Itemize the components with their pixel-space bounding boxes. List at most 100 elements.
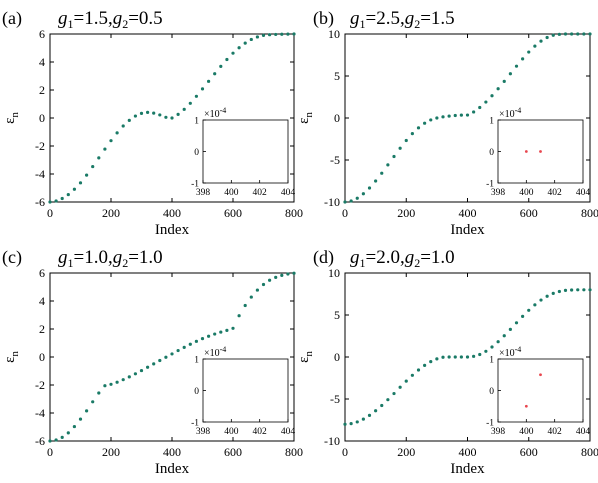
data-point xyxy=(545,294,549,298)
inset-x-tick-label: 402 xyxy=(548,427,563,437)
y-tick-label: 6 xyxy=(39,266,45,280)
y-tick-label: -6 xyxy=(35,434,45,448)
data-point xyxy=(255,288,259,292)
x-tick-label: 400 xyxy=(459,206,477,220)
x-tick-label: 0 xyxy=(342,206,348,220)
data-point xyxy=(380,403,384,408)
data-point xyxy=(176,112,180,116)
data-point xyxy=(97,391,101,395)
data-point xyxy=(231,326,235,330)
x-tick-label: 200 xyxy=(397,445,415,459)
data-point xyxy=(237,46,241,50)
x-tick-label: 0 xyxy=(342,445,348,459)
inset-y-tick-label: 1 xyxy=(489,117,494,127)
data-point xyxy=(207,334,211,338)
inset-y-tick-label: -1 xyxy=(486,180,494,190)
y-tick-label: 10 xyxy=(328,266,340,280)
data-point xyxy=(459,355,463,359)
data-point xyxy=(48,439,52,443)
data-point xyxy=(545,35,549,40)
y-tick-label: -6 xyxy=(35,195,45,209)
inset-y-tick-label: -1 xyxy=(191,419,199,429)
data-point xyxy=(465,355,470,359)
inset-exponent: ×10-4 xyxy=(204,106,226,120)
y-tick-label: -2 xyxy=(35,139,45,153)
data-point xyxy=(182,107,186,111)
data-point xyxy=(127,118,131,122)
y-tick-label: 5 xyxy=(334,69,340,83)
data-point xyxy=(576,32,580,36)
data-point xyxy=(194,339,198,343)
y-tick-label: -2 xyxy=(35,378,45,392)
data-point xyxy=(416,126,421,130)
data-point xyxy=(115,131,119,135)
panel-label: (d) xyxy=(313,247,334,268)
data-point xyxy=(133,372,137,376)
y-tick-label: -4 xyxy=(35,167,45,181)
data-point xyxy=(478,352,482,357)
x-tick-label: 0 xyxy=(47,445,53,459)
data-point xyxy=(139,368,144,373)
x-tick-label: 400 xyxy=(459,445,477,459)
data-point xyxy=(441,115,445,119)
data-point xyxy=(453,113,457,118)
data-point xyxy=(502,334,506,338)
data-point xyxy=(109,139,113,143)
y-tick-label: 0 xyxy=(39,350,45,364)
data-point xyxy=(533,44,537,48)
data-point xyxy=(72,424,76,429)
data-point xyxy=(453,355,457,359)
x-tick-label: 400 xyxy=(163,206,181,220)
data-point xyxy=(343,200,347,204)
data-point xyxy=(361,417,365,421)
y-tick-label: 0 xyxy=(334,111,340,125)
x-axis-label: Index xyxy=(450,461,485,477)
data-point xyxy=(435,357,439,361)
data-point xyxy=(367,413,372,417)
data-point xyxy=(465,113,470,117)
data-point xyxy=(164,355,168,359)
data-point xyxy=(121,378,125,382)
data-point xyxy=(551,291,555,296)
data-point xyxy=(78,181,83,185)
data-point xyxy=(164,115,168,119)
inset-x-tick-label: 398 xyxy=(196,188,211,198)
data-point xyxy=(274,275,278,279)
inset-y-tick-label: -1 xyxy=(486,419,494,429)
data-point xyxy=(429,360,433,364)
data-point xyxy=(404,379,408,383)
data-point xyxy=(355,196,359,200)
data-point xyxy=(539,298,543,302)
data-point xyxy=(121,124,125,128)
data-point xyxy=(54,438,58,442)
data-point xyxy=(213,332,217,336)
inset-y-tick-label: -1 xyxy=(191,180,199,190)
data-point xyxy=(249,295,253,299)
panel-label: (b) xyxy=(313,8,334,29)
data-point xyxy=(386,163,390,167)
data-point xyxy=(478,105,482,110)
data-point xyxy=(557,32,561,36)
y-tick-label: 0 xyxy=(39,111,45,125)
data-point xyxy=(367,186,372,190)
data-point xyxy=(349,422,353,426)
data-point xyxy=(188,342,192,346)
data-point xyxy=(85,173,89,177)
panel-title: g1=2.5,g2=1.5 xyxy=(350,8,455,31)
data-point xyxy=(152,362,156,366)
y-tick-label: 10 xyxy=(328,27,340,41)
data-point xyxy=(213,72,217,76)
data-point xyxy=(54,199,58,203)
data-point xyxy=(563,32,568,36)
data-point xyxy=(527,50,531,54)
x-axis-label: Index xyxy=(155,222,190,238)
data-point xyxy=(398,385,402,389)
x-axis-label: Index xyxy=(155,461,190,477)
panel-title: g1=2.0,g2=1.0 xyxy=(350,247,455,270)
data-point xyxy=(588,288,592,292)
data-point xyxy=(91,164,95,169)
data-point xyxy=(292,271,296,275)
data-point xyxy=(490,345,494,349)
data-point xyxy=(588,32,592,36)
